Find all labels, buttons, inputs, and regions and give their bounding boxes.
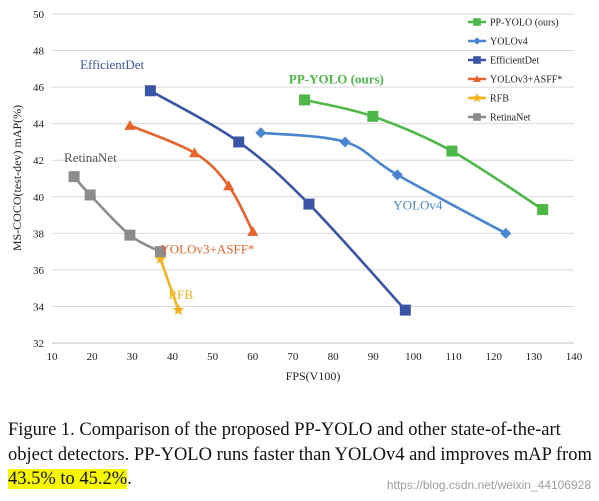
series-lines: [72, 89, 544, 312]
legend-swatch-marker: [473, 37, 481, 45]
data-point: [446, 145, 458, 157]
data-point: [500, 227, 512, 239]
x-tick-label: 40: [167, 351, 179, 363]
y-tick-label: 32: [33, 338, 44, 350]
y-tick-label: 46: [33, 82, 45, 94]
x-tick-label: 80: [328, 351, 340, 363]
data-point: [154, 246, 166, 258]
series-line-0: [303, 98, 544, 211]
data-point: [339, 136, 351, 148]
x-tick-label: 130: [526, 351, 543, 363]
chart-annotations: PP-YOLO (ours) EfficientDet RetinaNet YOLOv…: [64, 57, 443, 302]
data-point: [172, 304, 185, 315]
data-point: [144, 85, 156, 97]
data-point: [299, 94, 311, 106]
annotation-label: EfficientDet: [80, 57, 144, 72]
legend: PP-YOLO (ours) YOLOv4 EfficientDet YOLOv3+A…: [468, 18, 562, 124]
data-point: [189, 147, 201, 158]
y-tick-label: 40: [33, 192, 45, 204]
series-line-1: [259, 131, 508, 235]
series-markers: [68, 85, 549, 316]
figure-caption: Figure 1. Comparison of the proposed PP-…: [8, 418, 593, 492]
data-point: [247, 226, 259, 236]
y-tick-label: 44: [33, 119, 45, 131]
y-tick-label: 34: [33, 301, 45, 313]
series-line-2: [149, 89, 407, 312]
data-point: [399, 304, 411, 316]
y-tick-label: 36: [33, 265, 45, 277]
x-tick-label: 10: [47, 351, 59, 363]
caption-highlight: 43.5% to 45.2%: [8, 469, 128, 489]
legend-entry: YOLOv3+ASFF*: [490, 75, 562, 86]
annotation-label: PP-YOLO (ours): [289, 71, 384, 86]
legend-entry: RFB: [490, 94, 509, 105]
data-point: [124, 229, 136, 241]
y-tick-label: 50: [33, 9, 45, 21]
legend-swatch-marker: [473, 56, 481, 64]
x-tick-label: 90: [368, 351, 380, 363]
y-axis-title: MS-COCO(test-dev) mAP(%): [10, 105, 24, 251]
x-axis-title: FPS(V100): [286, 369, 341, 383]
y-tick-label: 42: [33, 155, 44, 167]
data-point: [84, 189, 96, 201]
legend-swatch-marker: [472, 93, 482, 103]
series-line-5: [72, 175, 162, 253]
series-line-3: [128, 124, 255, 233]
data-point: [154, 252, 167, 264]
legend-swatch-marker: [473, 18, 481, 26]
data-point: [255, 127, 267, 139]
y-tick-label: 48: [33, 46, 45, 58]
annotation-label: YOLOv3+ASFF*: [160, 241, 254, 256]
y-tick-label: 38: [33, 228, 45, 240]
legend-entry: EfficientDet: [490, 56, 539, 67]
data-point: [303, 198, 315, 210]
x-tick-label: 60: [247, 351, 259, 363]
data-point: [367, 110, 379, 122]
legend-entry: RetinaNet: [490, 113, 531, 124]
data-point: [68, 171, 80, 183]
data-point: [391, 169, 403, 181]
legend-swatch-marker: [473, 113, 481, 121]
watermark-url: https://blog.csdn.net/weixin_44106928: [386, 478, 591, 492]
grid-lines: [52, 13, 574, 344]
series-line-4: [159, 257, 180, 312]
caption-text: Figure 1. Comparison of the proposed PP-…: [8, 420, 592, 465]
caption-end: .: [127, 469, 132, 489]
annotation-label: RetinaNet: [64, 150, 117, 165]
y-tick-labels: 32 34 36 38 40 42 44 46 48 50: [33, 9, 45, 350]
annotation-label: YOLOv4: [393, 198, 443, 213]
x-tick-label: 30: [127, 351, 139, 363]
x-tick-label: 110: [445, 351, 462, 363]
x-tick-label: 140: [566, 351, 583, 363]
x-tick-label: 70: [287, 351, 299, 363]
x-tick-labels: 10 20 30 40 50 60 70 80 90 100 110 120 130 140: [47, 351, 583, 363]
x-tick-label: 20: [87, 351, 99, 363]
data-point: [537, 204, 549, 216]
data-point: [124, 119, 136, 130]
data-point: [233, 136, 245, 148]
annotation-label: RFB: [168, 287, 193, 302]
x-tick-label: 120: [485, 351, 502, 363]
x-tick-label: 100: [405, 351, 422, 363]
x-tick-label: 50: [207, 351, 219, 363]
data-point: [223, 180, 235, 191]
legend-swatch-marker: [473, 75, 481, 83]
legend-entry: PP-YOLO (ours): [490, 18, 559, 29]
legend-entry: YOLOv4: [490, 37, 528, 48]
